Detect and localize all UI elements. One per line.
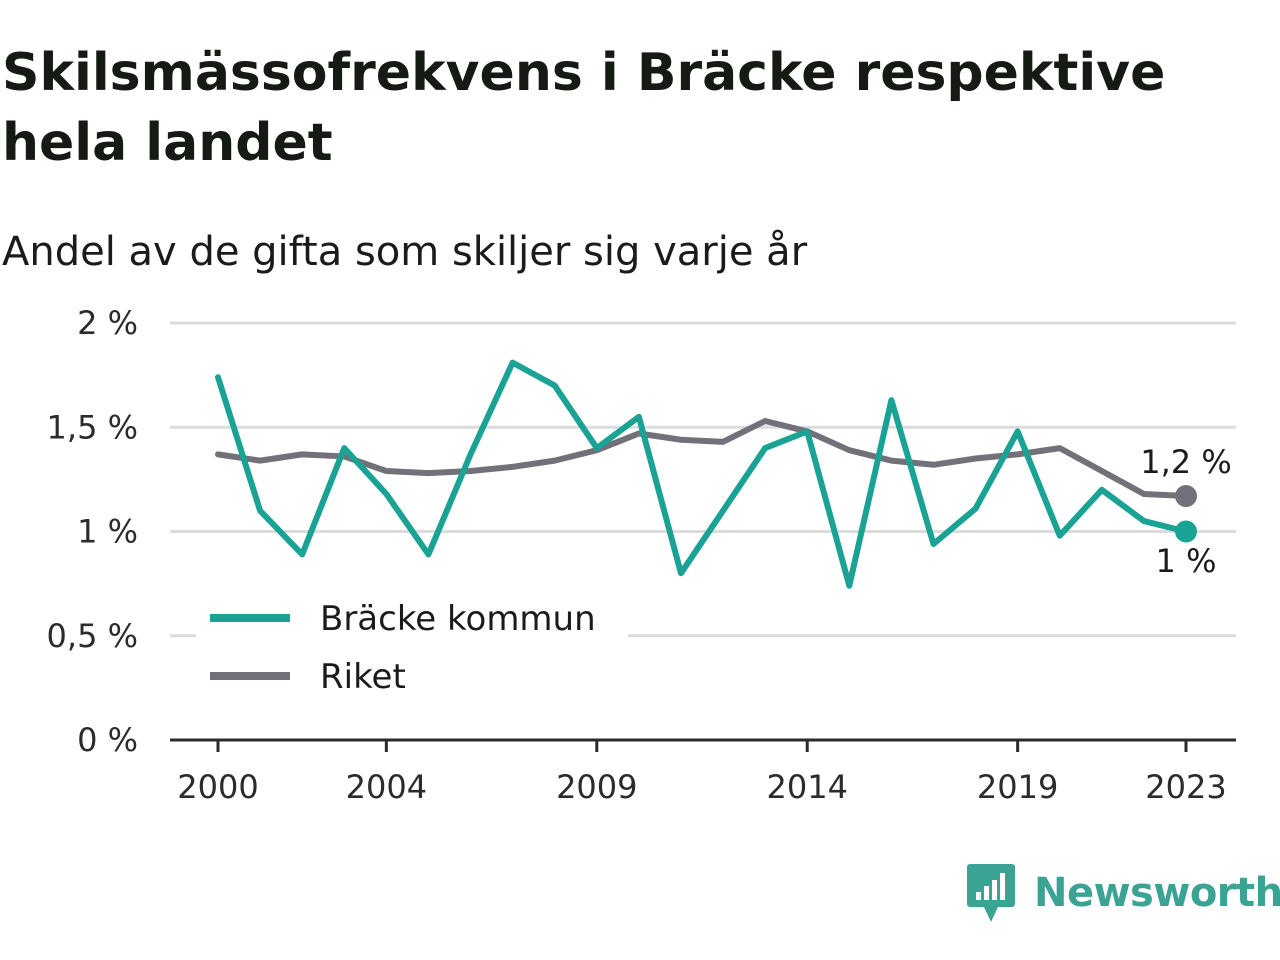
x-axis: 2000 2004 2009 2014 2019 2023	[170, 738, 1236, 806]
x-tick-label: 2014	[766, 768, 847, 806]
x-tick-label: 2009	[556, 768, 637, 806]
x-tick-label: 2004	[346, 768, 427, 806]
x-tick-label: 2000	[177, 768, 258, 806]
y-tick-label: 1,5 %	[47, 408, 138, 446]
x-tick-label: 2023	[1145, 768, 1226, 806]
newsworthy-logo-icon	[967, 864, 1015, 922]
legend-background	[196, 588, 628, 708]
y-tick-label: 0,5 %	[47, 617, 138, 655]
y-axis-ticks: 0 % 0,5 % 1 % 1,5 % 2 %	[47, 304, 138, 759]
legend: Bräcke kommun Riket	[210, 599, 596, 697]
series-end-point	[1175, 520, 1197, 543]
y-tick-label: 0 %	[77, 721, 138, 759]
end-labels: 1 % 1,2 %	[1140, 443, 1231, 580]
series-line-bracke	[215, 359, 1189, 589]
brand-name: Newsworthy	[1034, 870, 1280, 916]
end-label-bracke: 1 %	[1156, 542, 1217, 580]
y-tick-label: 1 %	[77, 513, 138, 551]
chart-subtitle: Andel av de gifta som skiljer sig varje …	[2, 229, 808, 275]
legend-label: Bräcke kommun	[320, 599, 596, 639]
chart-title: Skilsmässofrekvens i Bräcke respektive h…	[2, 43, 1166, 173]
y-tick-label: 2 %	[77, 304, 138, 342]
series-end-point	[1175, 485, 1197, 508]
series-lines	[215, 359, 1197, 589]
x-tick-label: 2019	[977, 768, 1058, 806]
end-label-riket: 1,2 %	[1140, 443, 1231, 481]
newsworthy-brand: Newsworthy	[966, 862, 1280, 924]
legend-label: Riket	[320, 657, 406, 697]
